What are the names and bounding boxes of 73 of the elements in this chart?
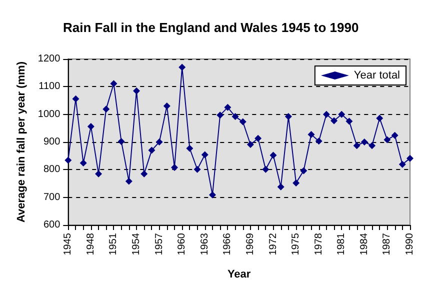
x-tick-label: 1957	[154, 232, 165, 256]
y-tick-label: 700	[43, 192, 61, 203]
point	[284, 113, 292, 120]
point	[368, 142, 376, 150]
point	[246, 140, 254, 148]
y-axis-title: Average rain fall per year (mm)	[16, 61, 28, 222]
point	[201, 151, 208, 158]
y-tick-label: 900	[43, 136, 61, 148]
x-tick-label: 1945	[62, 232, 74, 256]
x-tick-label: 1954	[131, 232, 142, 256]
point	[391, 132, 398, 139]
point	[87, 123, 94, 130]
point	[292, 179, 300, 186]
point	[353, 142, 360, 150]
point	[186, 144, 194, 152]
point	[338, 110, 346, 118]
x-tick-label: 1960	[176, 232, 188, 256]
point	[232, 113, 239, 120]
point	[125, 178, 132, 185]
point	[171, 164, 178, 171]
point	[156, 138, 163, 146]
y-tick-label: 1000	[38, 108, 61, 120]
x-tick-label: 1987	[382, 232, 393, 256]
x-tick-label: 1990	[404, 232, 416, 256]
y-tick-label: 800	[43, 164, 61, 176]
x-tick-label: 1948	[85, 232, 96, 256]
point	[194, 166, 201, 173]
x-tick-label: 1984	[358, 232, 370, 256]
point	[346, 118, 353, 125]
x-tick-label: 1981	[336, 232, 348, 256]
point	[178, 64, 186, 71]
point	[95, 170, 102, 178]
y-tick-label: 1100	[38, 81, 61, 92]
x-tick-label: 1972	[268, 232, 279, 256]
point	[216, 112, 224, 119]
x-tick-label: 1963	[199, 232, 210, 256]
point	[315, 138, 322, 145]
x-axis-title: Year	[227, 268, 252, 280]
chart-title: Rain Fall in the England and Wales 1945 to 1990	[63, 20, 359, 35]
y-tick-label: 1200	[38, 54, 61, 64]
point	[270, 152, 277, 159]
point	[133, 87, 140, 94]
point	[239, 118, 246, 126]
point	[102, 106, 110, 113]
point	[72, 95, 80, 102]
point	[254, 134, 262, 142]
point	[300, 167, 308, 174]
legend-label: Year total	[354, 70, 400, 82]
point	[384, 136, 391, 144]
point	[262, 166, 270, 173]
point	[398, 160, 406, 168]
point	[308, 131, 315, 138]
point	[140, 170, 148, 178]
x-tick-label: 1969	[244, 232, 256, 256]
point	[208, 191, 216, 198]
x-tick-label: 1975	[290, 232, 302, 256]
point	[277, 183, 284, 190]
x-tick-label: 1951	[108, 232, 120, 256]
point	[330, 117, 338, 124]
point	[163, 102, 170, 110]
point	[322, 110, 330, 118]
point	[360, 138, 368, 146]
point	[64, 156, 72, 164]
point	[406, 154, 414, 162]
point	[376, 114, 384, 122]
point	[118, 138, 125, 145]
x-tick-label: 1966	[222, 232, 234, 256]
point	[110, 80, 118, 88]
y-tick-label: 600	[43, 220, 61, 230]
point	[148, 146, 156, 154]
x-tick-label: 1978	[313, 232, 324, 256]
point	[80, 160, 87, 167]
point	[224, 104, 232, 111]
